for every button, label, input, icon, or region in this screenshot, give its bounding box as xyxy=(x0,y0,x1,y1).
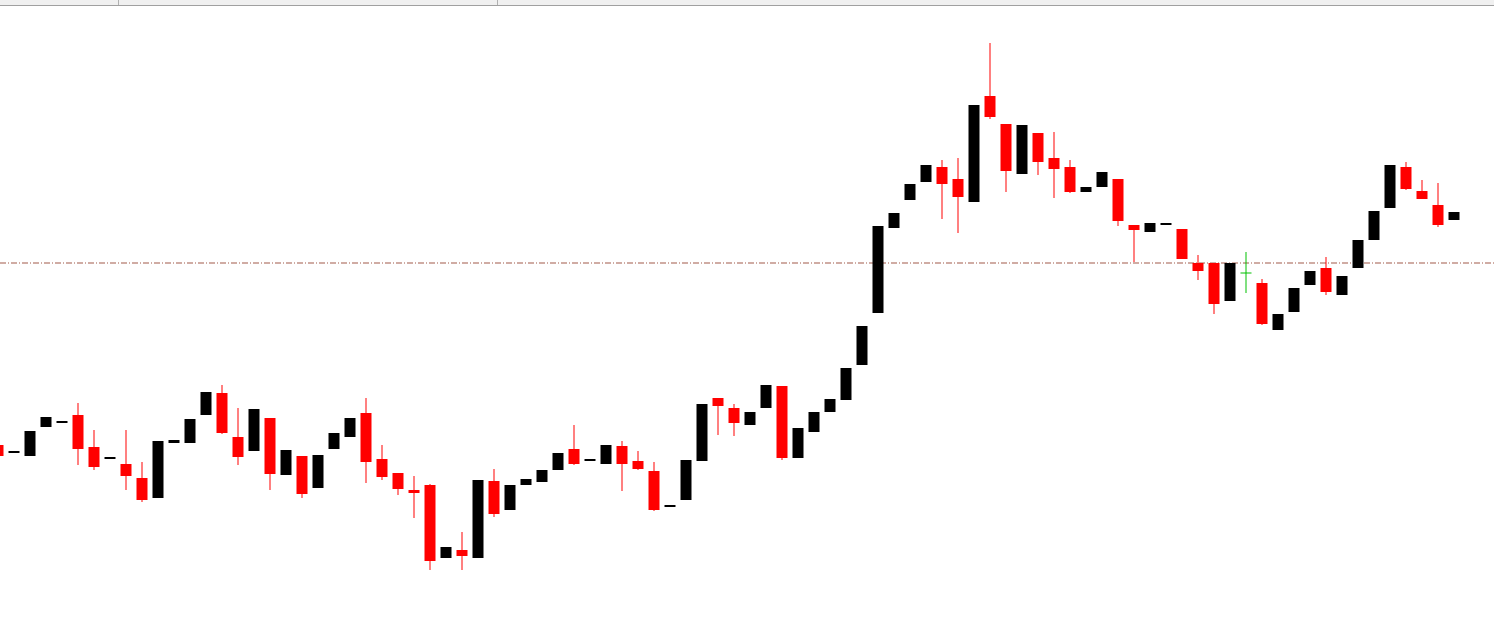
candle-body xyxy=(1320,268,1332,292)
candle-body xyxy=(696,404,708,461)
candle-body xyxy=(1416,191,1428,199)
candle-body xyxy=(1000,124,1012,171)
candle-body xyxy=(888,213,900,228)
candle-body xyxy=(440,547,452,558)
candle-body xyxy=(1128,225,1140,230)
candle-body xyxy=(952,179,964,197)
candle-body xyxy=(744,412,756,425)
candle-body xyxy=(56,421,68,423)
candle-body xyxy=(24,431,36,456)
candle-body xyxy=(312,455,324,488)
candle-body xyxy=(1032,133,1044,162)
candle-body xyxy=(1432,205,1444,225)
candle-body xyxy=(792,428,804,458)
candle-body xyxy=(72,415,84,449)
candle-body xyxy=(344,418,356,437)
candle-body xyxy=(584,459,596,461)
candle-body xyxy=(248,409,260,451)
candle-body xyxy=(1096,172,1108,187)
candle-body xyxy=(568,449,580,464)
candle-body xyxy=(728,408,740,423)
candle-body xyxy=(184,419,196,443)
candle-body xyxy=(824,399,836,412)
candle-body xyxy=(760,385,772,408)
candle-body xyxy=(552,453,564,470)
candle-body xyxy=(648,471,660,510)
toolbar-strip xyxy=(0,0,1494,5)
candle-body xyxy=(936,167,948,184)
candle-body xyxy=(472,480,484,558)
candle-body xyxy=(360,413,372,462)
candle-body xyxy=(536,470,548,482)
candle-body xyxy=(456,550,468,556)
candle-body xyxy=(680,460,692,500)
candle-body xyxy=(520,479,532,485)
candle-body xyxy=(1192,263,1204,271)
candle-body xyxy=(1176,229,1188,259)
candle-body xyxy=(280,450,292,475)
candle-body xyxy=(152,441,164,498)
candle-body xyxy=(776,386,788,458)
candle-body xyxy=(424,485,436,561)
candle-body xyxy=(136,478,148,500)
candle-body xyxy=(712,398,724,406)
candle-body xyxy=(1288,288,1300,312)
candle-body xyxy=(120,464,132,476)
candle-body xyxy=(600,445,612,464)
candle-body xyxy=(488,481,500,514)
candle-body xyxy=(872,226,884,313)
candle-body xyxy=(392,473,404,489)
candle-body xyxy=(1400,167,1412,189)
candle-body xyxy=(0,445,4,456)
candle-body xyxy=(1224,263,1236,301)
candle-body xyxy=(1016,125,1028,174)
candle-body xyxy=(1064,167,1076,192)
candle-body xyxy=(632,461,644,469)
candle-body xyxy=(1048,158,1060,169)
candle-body xyxy=(1384,165,1396,208)
candle-body xyxy=(984,96,996,117)
candle-body xyxy=(264,418,276,474)
candle-body xyxy=(664,505,676,507)
candle-body xyxy=(904,184,916,200)
candle-body xyxy=(104,457,116,459)
candle-body xyxy=(408,490,420,493)
candle-body xyxy=(1080,187,1092,192)
candle-body xyxy=(296,456,308,494)
candle-body xyxy=(840,368,852,400)
candle-body xyxy=(88,447,100,467)
candle-body xyxy=(1368,211,1380,240)
candle-body xyxy=(1272,314,1284,330)
candle-body xyxy=(856,326,868,365)
candle-body xyxy=(920,165,932,182)
candle-body xyxy=(232,437,244,457)
candle-body xyxy=(1352,240,1364,268)
candle-body xyxy=(968,105,980,202)
candle-body xyxy=(8,451,20,453)
candle-body xyxy=(168,440,180,443)
candle-body xyxy=(1304,271,1316,285)
candle-body xyxy=(1160,223,1172,225)
candle-body xyxy=(1112,179,1124,221)
candle-body xyxy=(1208,263,1220,304)
candle-body xyxy=(504,485,516,510)
candle-body xyxy=(328,433,340,449)
candle-body xyxy=(1256,283,1268,324)
candle-body xyxy=(1448,212,1460,220)
candle-body xyxy=(1144,223,1156,232)
candle-body xyxy=(40,417,52,427)
candle-body xyxy=(808,412,820,432)
candle-body xyxy=(200,392,212,415)
candle-body xyxy=(616,446,628,464)
candle-body xyxy=(216,393,228,433)
candle-body xyxy=(376,459,388,477)
candle-body xyxy=(1336,276,1348,295)
